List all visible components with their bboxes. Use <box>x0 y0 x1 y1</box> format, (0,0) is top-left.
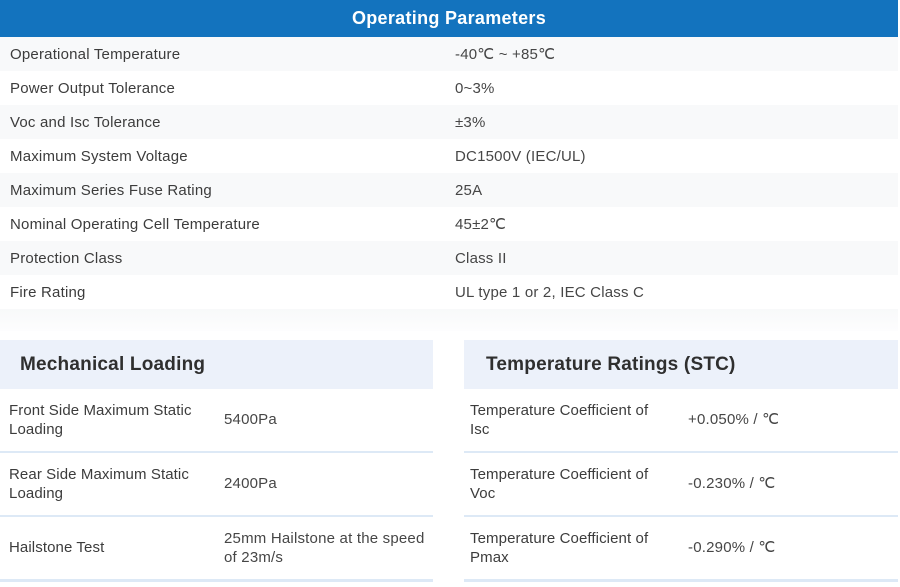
operating-parameters-header: Operating Parameters <box>0 0 898 37</box>
table-row: Power Output Tolerance 0~3% <box>0 71 898 105</box>
operating-parameters-section: Operating Parameters Operational Tempera… <box>0 0 898 331</box>
parameter-value: 25mm Hailstone at the speed of 23m/s <box>224 529 425 567</box>
table-bottom-fade <box>0 309 898 331</box>
parameter-label: Rear Side Maximum Static Loading <box>9 465 189 503</box>
table-row: Voc and Isc Tolerance ±3% <box>0 105 898 139</box>
parameter-value: 5400Pa <box>224 411 277 429</box>
mechanical-loading-header: Mechanical Loading <box>0 340 433 389</box>
parameter-label: Temperature Coefficient of Voc <box>470 465 649 503</box>
parameter-label: Protection Class <box>10 249 123 267</box>
table-row: Temperature Coefficient of Pmax -0.290% … <box>464 517 898 582</box>
parameter-label: Nominal Operating Cell Temperature <box>10 215 260 233</box>
temperature-ratings-header: Temperature Ratings (STC) <box>464 340 898 389</box>
parameter-label: Temperature Coefficient of Isc <box>470 401 649 439</box>
table-row: Fire Rating UL type 1 or 2, IEC Class C <box>0 275 898 309</box>
parameter-value: -0.290% / ℃ <box>688 539 776 557</box>
bottom-columns: Mechanical Loading Front Side Maximum St… <box>0 340 898 582</box>
table-row: Rear Side Maximum Static Loading 2400Pa <box>0 453 433 517</box>
table-row: Temperature Coefficient of Isc +0.050% /… <box>464 389 898 453</box>
parameter-label: Voc and Isc Tolerance <box>10 113 161 131</box>
table-row: Maximum Series Fuse Rating 25A <box>0 173 898 207</box>
temperature-ratings-title: Temperature Ratings (STC) <box>486 353 736 375</box>
parameter-value: 0~3% <box>455 79 495 97</box>
table-row: Operational Temperature -40℃ ~ +85℃ <box>0 37 898 71</box>
parameter-value: +0.050% / ℃ <box>688 411 780 429</box>
parameter-label: Operational Temperature <box>10 45 181 63</box>
parameter-label: Maximum Series Fuse Rating <box>10 181 212 199</box>
table-row: Maximum System Voltage DC1500V (IEC/UL) <box>0 139 898 173</box>
parameter-label: Temperature Coefficient of Pmax <box>470 529 649 567</box>
parameter-value: Class II <box>455 249 507 267</box>
temperature-ratings-section: Temperature Ratings (STC) Temperature Co… <box>464 340 898 582</box>
table-row: Hailstone Test 25mm Hailstone at the spe… <box>0 517 433 582</box>
parameter-label: Fire Rating <box>10 283 86 301</box>
parameter-label: Front Side Maximum Static Loading <box>9 401 192 439</box>
table-row: Protection Class Class II <box>0 241 898 275</box>
parameter-value: -40℃ ~ +85℃ <box>455 46 556 63</box>
operating-parameters-title: Operating Parameters <box>351 8 547 28</box>
table-row: Temperature Coefficient of Voc -0.230% /… <box>464 453 898 517</box>
parameter-label: Maximum System Voltage <box>10 147 188 165</box>
table-row: Front Side Maximum Static Loading 5400Pa <box>0 389 433 453</box>
table-row: Nominal Operating Cell Temperature 45±2℃ <box>0 207 898 241</box>
parameter-value: ±3% <box>455 113 486 131</box>
parameter-value: -0.230% / ℃ <box>688 475 776 493</box>
mechanical-loading-section: Mechanical Loading Front Side Maximum St… <box>0 340 433 582</box>
parameter-label: Power Output Tolerance <box>10 79 176 97</box>
parameter-value: 45±2℃ <box>455 216 507 233</box>
parameter-value: DC1500V (IEC/UL) <box>455 147 586 165</box>
mechanical-loading-title: Mechanical Loading <box>20 353 206 375</box>
parameter-value: UL type 1 or 2, IEC Class C <box>455 283 645 301</box>
parameter-value: 2400Pa <box>224 475 277 493</box>
parameter-value: 25A <box>455 181 483 199</box>
parameter-label: Hailstone Test <box>9 539 105 557</box>
section-gap <box>0 331 898 340</box>
